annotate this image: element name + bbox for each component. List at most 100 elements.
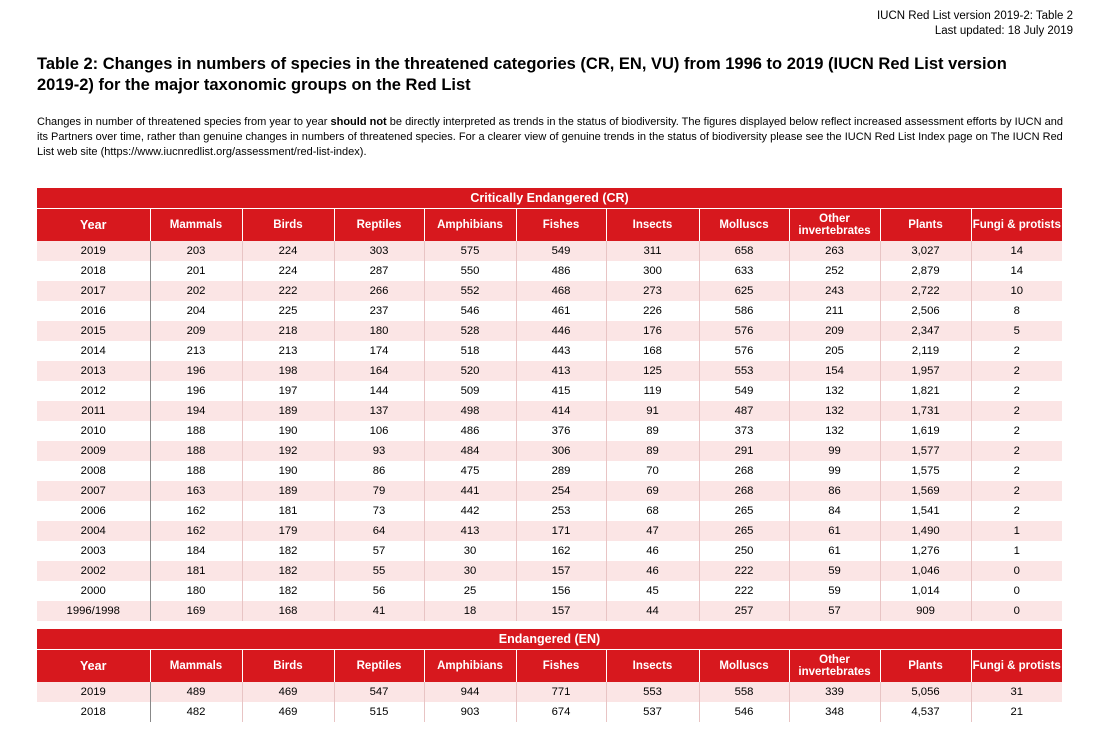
cell-reptiles: 137 — [333, 401, 424, 421]
year-cell: 2015 — [37, 321, 151, 341]
cell-amphibians: 498 — [423, 401, 516, 421]
table-row: 2009 188 192 93 484 306 89 291 99 1,577 2 — [37, 441, 1063, 461]
cell-amphibians: 518 — [423, 341, 516, 361]
cell-molluscs: 558 — [698, 682, 789, 702]
cell-amphibians: 903 — [423, 702, 516, 722]
cell-molluscs: 268 — [698, 481, 789, 501]
cell-insects: 537 — [605, 702, 699, 722]
cell-fishes: 254 — [515, 481, 606, 501]
cell-reptiles: 164 — [333, 361, 424, 381]
cell-reptiles: 86 — [333, 461, 424, 481]
column-header-reptiles: Reptiles — [333, 208, 424, 241]
table-row: 2014 213 213 174 518 443 168 576 205 2,119 2 — [37, 341, 1063, 361]
cell-amphibians: 442 — [423, 501, 516, 521]
cell-fungi-and-protists: 0 — [970, 581, 1063, 601]
cell-other-invertebrates: 61 — [788, 521, 880, 541]
cell-amphibians: 528 — [423, 321, 516, 341]
cell-reptiles: 180 — [333, 321, 424, 341]
table-row: 2004 162 179 64 413 171 47 265 61 1,490 1 — [37, 521, 1063, 541]
endangered-table: Endangered (EN) Year Mammals Birds Reptiles A… — [37, 629, 1062, 722]
cell-birds: 213 — [241, 341, 334, 361]
cell-insects: 125 — [605, 361, 699, 381]
cell-birds: 192 — [241, 441, 334, 461]
year-cell: 2000 — [37, 581, 151, 601]
cell-fishes: 376 — [515, 421, 606, 441]
cell-mammals: 180 — [150, 581, 242, 601]
cell-molluscs: 487 — [698, 401, 789, 421]
cell-plants: 1,569 — [879, 481, 971, 501]
cell-fishes: 468 — [515, 281, 606, 301]
year-cell: 2018 — [37, 261, 151, 281]
cell-molluscs: 222 — [698, 561, 789, 581]
cell-plants: 2,506 — [879, 301, 971, 321]
table-row: 2000 180 182 56 25 156 45 222 59 1,014 0 — [37, 581, 1063, 601]
cell-other-invertebrates: 99 — [788, 461, 880, 481]
cell-molluscs: 222 — [698, 581, 789, 601]
cell-birds: 225 — [241, 301, 334, 321]
cell-fishes: 253 — [515, 501, 606, 521]
cell-other-invertebrates: 84 — [788, 501, 880, 521]
cell-mammals: 489 — [150, 682, 242, 702]
cell-mammals: 482 — [150, 702, 242, 722]
cell-insects: 300 — [605, 261, 699, 281]
cell-other-invertebrates: 59 — [788, 561, 880, 581]
table-row: 2015 209 218 180 528 446 176 576 209 2,347 5 — [37, 321, 1063, 341]
cell-fishes: 415 — [515, 381, 606, 401]
cell-fungi-and-protists: 2 — [970, 381, 1063, 401]
cell-reptiles: 55 — [333, 561, 424, 581]
cell-fungi-and-protists: 21 — [970, 702, 1062, 722]
cell-molluscs: 576 — [698, 321, 789, 341]
cell-birds: 218 — [241, 321, 334, 341]
year-cell: 1996/1998 — [37, 601, 151, 621]
cell-birds: 197 — [241, 381, 334, 401]
cell-fungi-and-protists: 2 — [970, 401, 1063, 421]
cell-insects: 89 — [605, 421, 699, 441]
cell-fishes: 162 — [515, 541, 606, 561]
cell-mammals: 181 — [150, 561, 242, 581]
cell-insects: 44 — [605, 601, 699, 621]
cell-reptiles: 106 — [333, 421, 424, 441]
cell-reptiles: 41 — [333, 601, 424, 621]
cell-reptiles: 56 — [333, 581, 424, 601]
cell-other-invertebrates: 205 — [788, 341, 880, 361]
cell-fishes: 446 — [515, 321, 606, 341]
column-header-mammals: Mammals — [149, 649, 242, 682]
cell-insects: 70 — [605, 461, 699, 481]
cell-birds: 469 — [241, 702, 334, 722]
cell-insects: 68 — [605, 501, 699, 521]
cell-birds: 182 — [241, 541, 334, 561]
year-cell: 2006 — [37, 501, 151, 521]
cell-other-invertebrates: 339 — [788, 682, 880, 702]
cell-reptiles: 266 — [333, 281, 424, 301]
cell-fishes: 157 — [515, 601, 606, 621]
cell-other-invertebrates: 263 — [788, 241, 880, 261]
column-header-molluscs: Molluscs — [698, 649, 789, 682]
cell-reptiles: 73 — [333, 501, 424, 521]
cell-plants: 4,537 — [879, 702, 971, 722]
cell-plants: 1,731 — [879, 401, 971, 421]
cell-reptiles: 57 — [333, 541, 424, 561]
cell-fungi-and-protists: 2 — [970, 461, 1063, 481]
cell-molluscs: 291 — [698, 441, 789, 461]
cell-insects: 273 — [605, 281, 699, 301]
cell-other-invertebrates: 59 — [788, 581, 880, 601]
cell-amphibians: 944 — [423, 682, 516, 702]
cell-molluscs: 265 — [698, 521, 789, 541]
column-header-insects: Insects — [605, 208, 699, 241]
cell-reptiles: 547 — [333, 682, 424, 702]
last-updated-label: Last updated: 18 July 2019 — [934, 25, 1073, 37]
cell-mammals: 162 — [150, 501, 242, 521]
cell-insects: 89 — [605, 441, 699, 461]
table-row: 2019 203 224 303 575 549 311 658 263 3,027 14 — [37, 241, 1063, 261]
table-row: 2006 162 181 73 442 253 68 265 84 1,541 2 — [37, 501, 1063, 521]
cell-amphibians: 475 — [423, 461, 516, 481]
cell-other-invertebrates: 252 — [788, 261, 880, 281]
cell-other-invertebrates: 132 — [788, 421, 880, 441]
table-row: 2011 194 189 137 498 414 91 487 132 1,731 2 — [37, 401, 1063, 421]
year-cell: 2009 — [37, 441, 151, 461]
year-cell: 2016 — [37, 301, 151, 321]
cell-amphibians: 441 — [423, 481, 516, 501]
cell-plants: 2,722 — [879, 281, 971, 301]
cell-insects: 226 — [605, 301, 699, 321]
cell-fungi-and-protists: 8 — [970, 301, 1063, 321]
